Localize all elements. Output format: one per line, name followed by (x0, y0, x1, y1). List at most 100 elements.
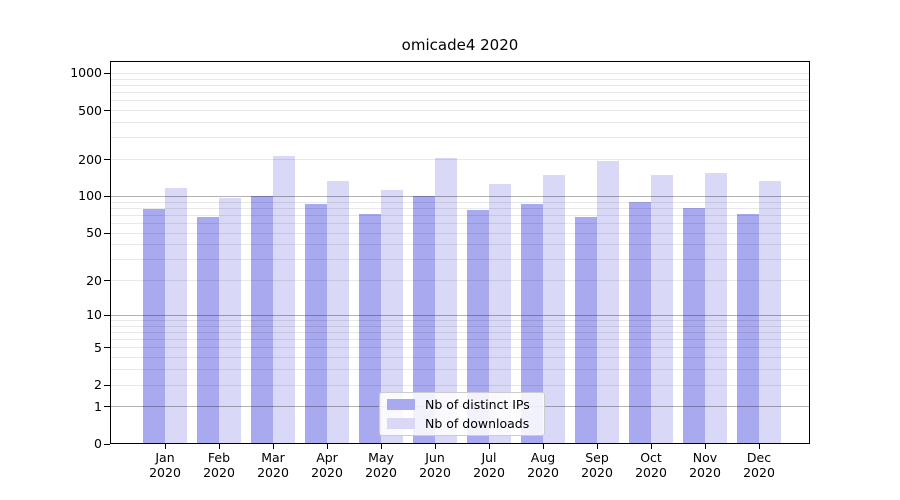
y-tick-label: 100 (78, 188, 102, 204)
bar-downloads (273, 156, 295, 444)
gridline-minor (110, 137, 810, 139)
gridline-major (110, 195, 810, 197)
x-tick-label: Mar 2020 (257, 450, 289, 480)
x-tick-mark (704, 444, 706, 449)
y-tick-mark (104, 384, 110, 386)
gridline-minor (110, 100, 810, 102)
legend: Nb of distinct IPs Nb of downloads (379, 392, 545, 436)
x-tick-label: Sep 2020 (581, 450, 613, 480)
x-tick-mark (596, 444, 598, 449)
gridline-minor (110, 244, 810, 246)
gridline-minor (110, 339, 810, 341)
y-tick-label: 500 (78, 102, 102, 118)
y-tick-mark (104, 443, 110, 445)
x-tick-mark (272, 444, 274, 449)
gridline-minor (110, 320, 810, 321)
gridline-minor (110, 325, 810, 327)
y-tick-label: 50 (86, 225, 102, 241)
x-tick-label: Apr 2020 (311, 450, 343, 480)
bar-downloads (759, 180, 781, 444)
y-tick-label: 10 (86, 307, 102, 323)
x-tick-mark (650, 444, 652, 449)
bar-downloads (597, 161, 619, 444)
bar-downloads (165, 187, 187, 444)
gridline-minor (110, 110, 810, 112)
y-tick-mark (104, 110, 110, 112)
y-tick-label: 200 (78, 151, 102, 167)
y-tick-mark (104, 347, 110, 349)
bar-distinct-ips (683, 207, 705, 444)
y-tick-label: 1 (94, 398, 102, 414)
legend-swatch-distinct-ips (387, 399, 415, 410)
gridline-minor (110, 223, 810, 224)
gridline-minor (110, 78, 810, 80)
x-tick-mark (488, 444, 490, 449)
gridline-minor (110, 201, 810, 203)
chart-title: omicade4 2020 (401, 36, 519, 54)
x-tick-mark (758, 444, 760, 449)
y-tick-mark (104, 159, 110, 161)
legend-row-downloads: Nb of downloads (387, 416, 544, 431)
bar-distinct-ips (737, 213, 759, 444)
plot-area (110, 61, 810, 444)
y-tick-mark (104, 195, 110, 197)
bar-downloads (219, 197, 241, 444)
gridline-minor (110, 259, 810, 261)
gridline-minor (110, 159, 810, 161)
y-tick-label: 2 (94, 377, 102, 393)
bar-distinct-ips (359, 213, 381, 444)
bar-distinct-ips (467, 209, 489, 444)
legend-label-distinct-ips: Nb of distinct IPs (425, 397, 530, 412)
x-tick-label: Dec 2020 (743, 450, 775, 480)
bar-distinct-ips (521, 204, 543, 444)
gridline-minor (110, 331, 810, 333)
gridline-minor (110, 92, 810, 94)
bar-distinct-ips (197, 216, 219, 444)
y-tick-mark (104, 72, 110, 74)
y-tick-mark (104, 280, 110, 282)
x-tick-label: May 2020 (365, 450, 397, 480)
y-tick-label: 5 (94, 339, 102, 355)
x-tick-label: Feb 2020 (203, 450, 235, 480)
bar-distinct-ips (251, 196, 273, 444)
bar-distinct-ips (575, 216, 597, 444)
x-tick-mark (326, 444, 328, 449)
x-tick-mark (164, 444, 166, 449)
bar-downloads (435, 157, 457, 444)
y-tick-mark (104, 314, 110, 316)
y-tick-label: 0 (94, 436, 102, 451)
gridline-minor (110, 384, 810, 386)
y-tick-mark (104, 406, 110, 408)
x-tick-mark (218, 444, 220, 449)
bar-downloads (651, 174, 673, 444)
legend-label-downloads: Nb of downloads (425, 416, 530, 431)
gridline-minor (110, 72, 810, 74)
x-tick-label: Nov 2020 (689, 450, 721, 480)
x-tick-label: Jul 2020 (473, 450, 505, 480)
bar-downloads (705, 172, 727, 444)
gridline-minor (110, 369, 810, 371)
y-tick-label: 1000 (70, 65, 102, 81)
legend-row-distinct-ips: Nb of distinct IPs (387, 397, 544, 412)
bar-distinct-ips (629, 202, 651, 444)
gridline-minor (110, 207, 810, 209)
gridline-minor (110, 232, 810, 234)
x-tick-mark (542, 444, 544, 449)
bar-distinct-ips (305, 203, 327, 444)
bar-downloads (381, 189, 403, 444)
bar-distinct-ips (143, 208, 165, 444)
x-tick-label: Jun 2020 (419, 450, 451, 480)
gridline-major (110, 314, 810, 316)
bar-distinct-ips (413, 196, 435, 444)
gridline-minor (110, 357, 810, 359)
gridline-minor (110, 214, 810, 216)
y-tick-mark (104, 232, 110, 234)
bar-downloads (543, 174, 565, 444)
x-tick-label: Aug 2020 (527, 450, 559, 480)
x-tick-mark (380, 444, 382, 449)
x-tick-label: Jan 2020 (149, 450, 181, 480)
bar-downloads (489, 184, 511, 444)
gridline-minor (110, 122, 810, 123)
gridline-minor (110, 347, 810, 349)
